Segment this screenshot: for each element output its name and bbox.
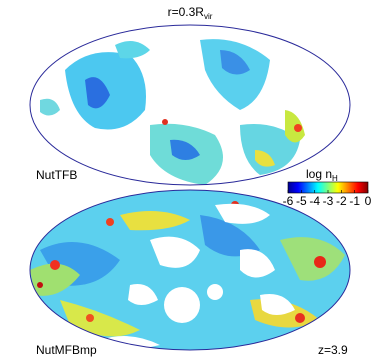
title: r=0.3Rvir bbox=[168, 5, 213, 21]
map-bottom bbox=[30, 190, 350, 350]
colorbar-tick-label: -4 bbox=[309, 194, 320, 208]
colorbar-tick-label: -2 bbox=[336, 194, 347, 208]
colorbar-tick-label: -3 bbox=[323, 194, 334, 208]
panel-label: NutTFB bbox=[36, 168, 77, 182]
colorbar-label: log nH bbox=[306, 167, 338, 183]
panel-label: NutMFBmp bbox=[36, 343, 97, 357]
colorbar-tick-label: -5 bbox=[296, 194, 307, 208]
map-top bbox=[30, 25, 350, 185]
colorbar-tick-label: -1 bbox=[349, 194, 360, 208]
map-border bbox=[29, 24, 351, 186]
colorbar-ticks: -6 -5 -4 -3 -2 -1 0 bbox=[283, 190, 372, 208]
redshift-label: z=3.9 bbox=[318, 343, 348, 357]
colorbar-tick-label: 0 bbox=[365, 194, 372, 208]
colorbar-tick-label: -6 bbox=[283, 194, 294, 208]
map-border bbox=[29, 189, 351, 351]
